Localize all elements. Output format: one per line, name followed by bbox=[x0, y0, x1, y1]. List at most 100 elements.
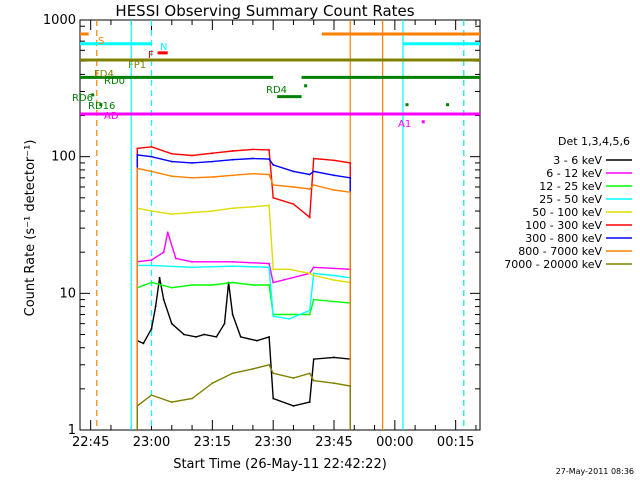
series-line-3 bbox=[136, 281, 351, 430]
series-point bbox=[268, 335, 271, 338]
series-point bbox=[191, 162, 193, 164]
series-point bbox=[308, 216, 311, 219]
series-point bbox=[166, 231, 169, 234]
series-point bbox=[170, 152, 173, 155]
series-point bbox=[150, 264, 153, 267]
series-point bbox=[211, 284, 214, 286]
series-point bbox=[150, 155, 153, 158]
series-point bbox=[211, 210, 214, 212]
flag-label-ad: AD bbox=[104, 111, 119, 122]
series-point bbox=[312, 379, 315, 382]
series-point bbox=[170, 286, 173, 289]
series-point bbox=[256, 339, 258, 342]
series-point bbox=[223, 322, 226, 325]
series-line-9 bbox=[136, 363, 351, 430]
series-point bbox=[191, 397, 193, 400]
series-point bbox=[170, 160, 173, 163]
series-point bbox=[211, 176, 214, 178]
chart-title: HESSI Observing Summary Count Rates bbox=[115, 2, 414, 20]
series-point bbox=[272, 315, 275, 318]
legend-label: 100 - 300 keV bbox=[525, 219, 602, 232]
flag-label-s: S bbox=[98, 36, 104, 47]
series-point bbox=[203, 333, 206, 336]
series-point bbox=[292, 377, 295, 379]
series-point bbox=[268, 149, 271, 151]
x-tick-label: 23:45 bbox=[315, 435, 352, 450]
series-point bbox=[231, 207, 234, 210]
series-point bbox=[333, 356, 335, 359]
series-point bbox=[251, 172, 254, 175]
series-point bbox=[251, 148, 254, 151]
series-point bbox=[150, 145, 153, 148]
series-point bbox=[333, 382, 335, 385]
series-point bbox=[231, 260, 234, 263]
flag-label-f: F bbox=[148, 50, 154, 61]
series-point bbox=[288, 318, 291, 320]
series-line-5 bbox=[136, 204, 351, 430]
series-point bbox=[142, 342, 145, 345]
series-point bbox=[150, 327, 153, 330]
legend-title: Det 1,3,4,5,6 bbox=[558, 135, 630, 148]
series-point bbox=[308, 309, 311, 312]
flag-label-rd0: RD0 bbox=[104, 76, 125, 87]
series-point bbox=[162, 298, 165, 301]
series-line-8 bbox=[136, 167, 351, 430]
timestamp: 27-May-2011 08:36 bbox=[556, 467, 634, 476]
x-tick-label: 23:30 bbox=[254, 435, 291, 450]
legend-label: 7000 - 20000 keV bbox=[504, 258, 602, 271]
flag-label-rd4: RD4 bbox=[266, 85, 287, 96]
series-point bbox=[136, 405, 139, 407]
series-point bbox=[231, 265, 234, 268]
series-point bbox=[136, 147, 139, 150]
series-point bbox=[158, 276, 161, 279]
series-point bbox=[333, 174, 335, 177]
series-point bbox=[349, 176, 352, 179]
flag-dot bbox=[304, 84, 308, 88]
series-point bbox=[272, 372, 275, 375]
series-point bbox=[268, 204, 271, 207]
series-point bbox=[162, 251, 165, 254]
series-point bbox=[150, 281, 153, 284]
series-point bbox=[231, 372, 234, 375]
series-point bbox=[312, 266, 315, 269]
series-point bbox=[272, 164, 275, 166]
flag-label-rd6: RD6 bbox=[72, 93, 93, 104]
series-point bbox=[268, 173, 271, 176]
series-point bbox=[312, 274, 315, 277]
y-tick-label: 100 bbox=[51, 150, 76, 165]
flag-label-fd4: FD4 bbox=[94, 69, 114, 80]
series-point bbox=[292, 203, 295, 205]
series-point bbox=[268, 262, 271, 265]
series-point bbox=[308, 272, 311, 275]
legend-label: 800 - 7000 keV bbox=[518, 245, 602, 258]
legend-label: 12 - 25 keV bbox=[539, 180, 602, 193]
series-point bbox=[191, 211, 193, 214]
series-point bbox=[239, 335, 242, 338]
series-point bbox=[215, 335, 218, 338]
series-point bbox=[333, 159, 335, 162]
series-point bbox=[349, 385, 352, 387]
x-tick-label: 22:45 bbox=[72, 435, 109, 450]
series-point bbox=[312, 272, 315, 275]
series-point bbox=[170, 322, 173, 325]
plot-frame bbox=[79, 19, 481, 431]
series-point bbox=[183, 333, 185, 336]
flag-label-n: N bbox=[160, 42, 167, 53]
series-point bbox=[268, 284, 271, 286]
series-point bbox=[272, 268, 275, 271]
legend-label: 300 - 800 keV bbox=[525, 232, 602, 245]
legend-label: 25 - 50 keV bbox=[539, 193, 602, 206]
series-point bbox=[312, 170, 315, 173]
series-point bbox=[251, 367, 254, 370]
series-point bbox=[272, 184, 275, 186]
series-point bbox=[268, 266, 271, 269]
series-point bbox=[292, 186, 295, 188]
y-tick-label: 1000 bbox=[43, 13, 76, 28]
series-point bbox=[191, 176, 193, 179]
series-point bbox=[292, 170, 295, 173]
y-axis-label: Count Rate (s⁻¹ detector⁻¹) bbox=[23, 140, 38, 317]
series-point bbox=[231, 281, 234, 284]
plot-area: 1 10 100 1000 22:45 23:00 23:15 23:30 23:45 00:00… bbox=[43, 13, 481, 450]
series-point bbox=[150, 259, 153, 262]
series-point bbox=[231, 158, 234, 161]
